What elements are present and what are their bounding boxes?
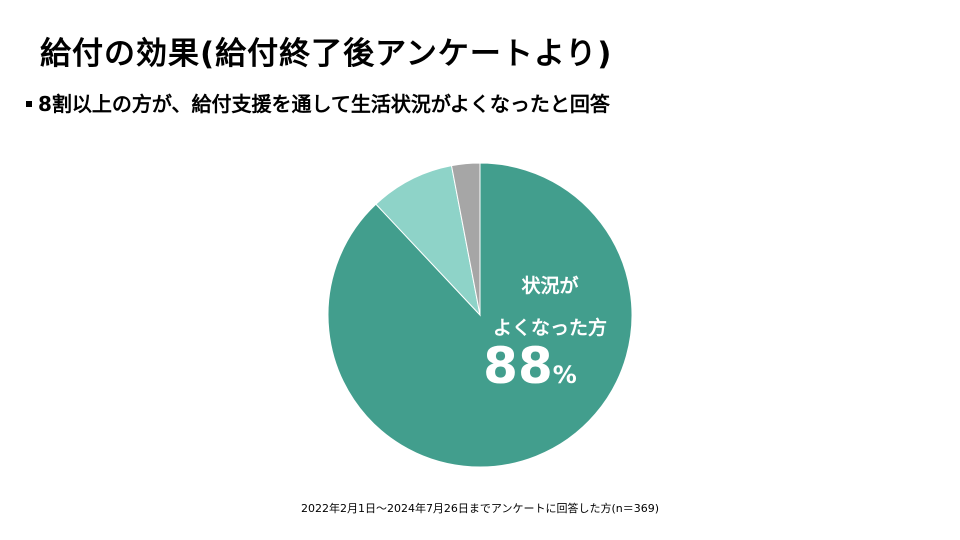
- slice-label-line1: 状況が: [521, 275, 579, 297]
- slide-title: 給付の効果(給付終了後アンケートより): [40, 36, 613, 72]
- pie-slice-1: [327, 162, 633, 468]
- slice-percent-unit: %: [552, 361, 577, 389]
- footnote: 2022年2月1日～2024年7月26日までアンケートに回答した方(n＝369): [300, 502, 660, 515]
- pie-slice-3: [450, 162, 481, 316]
- slice-percent-value: 88: [483, 337, 553, 395]
- bullet-icon: [26, 100, 32, 107]
- subtitle-text: 8割以上の方が、給付支援を通して生活状況がよくなったと回答: [38, 92, 610, 116]
- slice-percent-label: 88%: [480, 336, 580, 405]
- pie-slice-2: [375, 165, 481, 317]
- subtitle: 8割以上の方が、給付支援を通して生活状況がよくなったと回答: [26, 88, 610, 117]
- slice-label-line2: よくなった方: [492, 317, 607, 339]
